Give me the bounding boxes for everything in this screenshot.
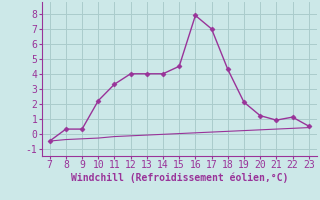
X-axis label: Windchill (Refroidissement éolien,°C): Windchill (Refroidissement éolien,°C): [70, 173, 288, 183]
